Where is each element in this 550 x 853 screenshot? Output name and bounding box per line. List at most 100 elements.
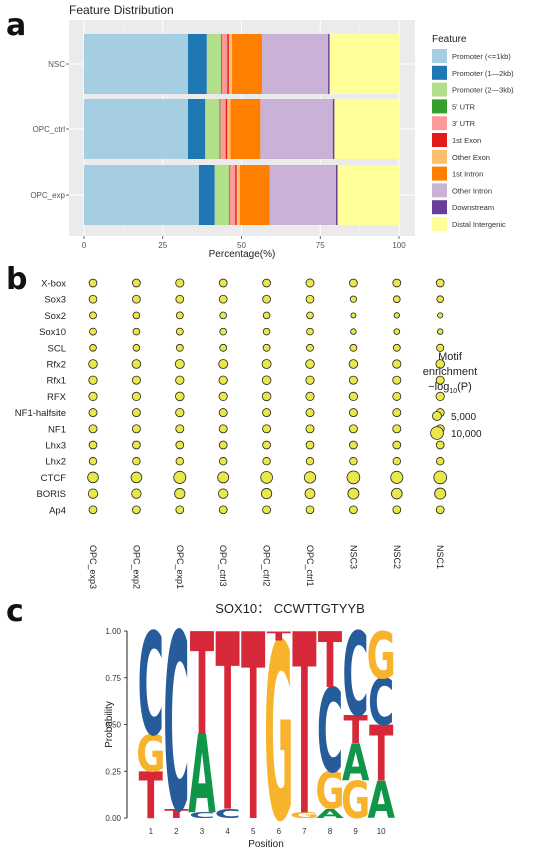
position-tick-label: 1 [149, 827, 154, 836]
enrichment-dot [88, 359, 98, 369]
bar-segment [230, 99, 261, 159]
motif-label: Rfx2 [46, 360, 66, 371]
enrichment-dot [392, 408, 402, 418]
bar-segment [214, 165, 229, 225]
enrichment-dot [131, 359, 142, 369]
legend-swatch [432, 133, 447, 147]
enrichment-dot [262, 457, 271, 466]
enrichment-dot [218, 408, 228, 418]
enrichment-dot [175, 294, 185, 304]
enrichment-dot [262, 440, 271, 450]
enrichment-dot [218, 440, 228, 450]
size-legend-dot [432, 411, 442, 421]
motif-label: CTCF [41, 473, 67, 484]
enrichment-dot [219, 457, 228, 466]
enrichment-dot [260, 471, 273, 484]
motif-label: Lhx3 [45, 441, 66, 452]
motif-label: NF1 [48, 424, 66, 435]
enrichment-dot [219, 311, 227, 320]
logo-letter: T [343, 708, 368, 753]
position-tick-label: 7 [302, 827, 307, 836]
enrichment-dot [435, 375, 445, 385]
logo-letter: G [341, 772, 370, 831]
feature-distribution-chart: NSC OPC_ctrl OPC_exp 0 25 50 75 100 Feature Dist… [30, 3, 514, 260]
bar-segment [337, 165, 399, 225]
sample-label: OPC_exp1 [175, 545, 185, 589]
motif-label: Ap4 [49, 505, 66, 516]
enrichment-dot [392, 424, 402, 434]
legend-label: 1st Exon [452, 136, 481, 145]
bar-segment [221, 34, 228, 94]
motif-label: Sox10 [39, 327, 66, 338]
bar-segment [227, 99, 231, 159]
enrichment-dot [88, 457, 98, 466]
logo-letter: C [138, 605, 164, 768]
logo-letter: T [292, 581, 316, 853]
enrichment-dot [348, 424, 358, 434]
enrichment-dot [349, 278, 358, 288]
enrichment-dot [218, 294, 228, 304]
position-tick-label: 2 [174, 827, 179, 836]
y-tick-label: 1.00 [105, 627, 121, 636]
position-tick-label: 3 [200, 827, 205, 836]
x-tick-label: 75 [316, 241, 325, 250]
enrichment-dot [305, 505, 315, 515]
bar-segment [336, 165, 338, 225]
enrichment-dot [261, 359, 272, 369]
enrichment-dot [305, 424, 315, 434]
sample-label: NSC1 [435, 545, 445, 569]
enrichment-dot [349, 295, 357, 303]
logo-letter: C [343, 610, 369, 744]
sample-label: OPC_exp3 [88, 545, 98, 589]
x-tick-label: 25 [158, 241, 167, 250]
enrichment-dot [87, 471, 99, 484]
bar-segment [219, 99, 221, 159]
logo-letter: T [241, 581, 265, 853]
enrichment-dot [392, 359, 402, 369]
position-tick-label: 8 [328, 827, 333, 836]
enrichment-dot [218, 391, 228, 401]
motif-label: Sox2 [44, 311, 66, 322]
legend-swatch [432, 217, 447, 231]
bar-segment [229, 165, 236, 225]
y-tick-label: NSC [48, 60, 65, 69]
logo-letter: C [189, 811, 215, 820]
enrichment-dot [433, 470, 448, 485]
enrichment-dot [261, 391, 272, 402]
enrichment-dot [132, 457, 141, 466]
enrichment-dot [218, 375, 228, 385]
enrichment-dot [350, 312, 357, 319]
legend-swatch [432, 99, 447, 114]
enrichment-dot [392, 278, 402, 288]
motif-label: NF1-halfsite [15, 408, 66, 419]
bar-segment [187, 34, 207, 94]
enrichment-dot [437, 312, 444, 319]
y-axis-label: Probability [104, 701, 115, 748]
logo-letter: T [190, 605, 214, 768]
enrichment-dot [392, 440, 402, 450]
enrichment-dot [435, 440, 445, 450]
size-legend-title: Motif [438, 351, 463, 363]
enrichment-dot [436, 295, 444, 303]
sample-label: NSC3 [348, 545, 358, 569]
bar-segment [198, 165, 215, 225]
enrichment-dot [261, 488, 273, 500]
enrichment-dot [130, 471, 143, 484]
sample-label: OPC_ctrl3 [218, 545, 228, 587]
enrichment-dot [303, 471, 317, 484]
enrichment-dot [131, 391, 141, 401]
enrichment-dot [175, 424, 185, 434]
bar-segment [239, 165, 270, 225]
logo-letter: C [317, 666, 343, 800]
enrichment-dot [173, 470, 187, 484]
enrichment-dot [435, 391, 445, 401]
enrichment-dot [262, 311, 271, 320]
x-axis-label: Percentage(%) [209, 249, 276, 260]
legend-label: Promoter (2—3kb) [452, 86, 514, 95]
logo-letter: C [163, 585, 189, 853]
enrichment-dot [306, 343, 314, 352]
enrichment-dot [262, 505, 271, 515]
enrichment-dot [435, 505, 445, 515]
enrichment-dot [392, 391, 402, 401]
